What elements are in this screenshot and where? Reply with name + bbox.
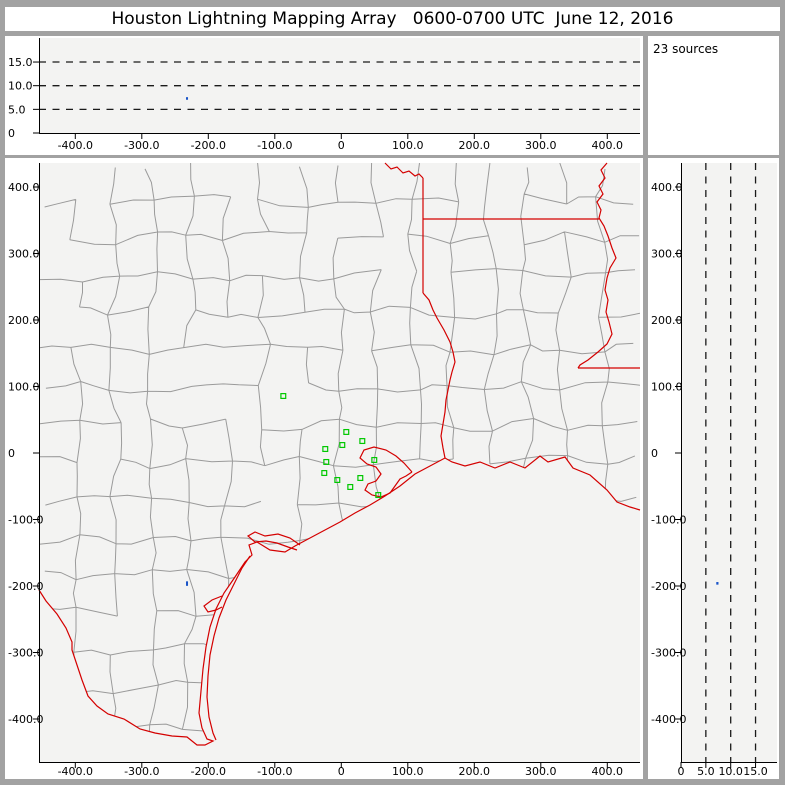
title-bar: Houston Lightning Mapping Array 0600-070… [5,7,780,31]
y-tick-label: 0 [651,447,658,460]
lma-station-marker [371,456,378,463]
y-tick-label: 5.0 [8,103,26,116]
lma-station-marker [321,470,328,477]
y-tick-label: -300.0 [651,647,686,660]
lma-station-marker [343,428,350,435]
y-tick-label: 0 [8,447,15,460]
red-river-border [384,162,424,179]
lma-station-marker [280,393,287,400]
y-tick-label: 10.0 [8,80,33,93]
y-tick-label: 200.0 [651,314,683,327]
x-tick-label: 0 [678,765,685,778]
x-tick-label: -100.0 [257,139,292,152]
lightning-source-marker [716,582,719,585]
x-tick-label: 300.0 [525,139,557,152]
lma-station-marker [339,442,346,449]
y-tick-label: -100.0 [8,514,43,527]
galveston-bay-shore [359,446,413,498]
x-tick-label: 10.0 [718,765,743,778]
y-tick-label: -200.0 [651,580,686,593]
x-tick-label: -200.0 [191,139,226,152]
y-tick-label: 200.0 [8,314,40,327]
x-tick-label: 0 [338,139,345,152]
y-tick-label: 400.0 [651,181,683,194]
lma-station-marker [322,446,329,453]
x-tick-label: -400.0 [58,139,93,152]
y-tick-label: 15.0 [8,56,33,69]
altitude-ns-plot[interactable]: 400.0 300.0 200.0 100.0 0 -100.0 -200.0 -300.0 -… [648,158,779,779]
x-tick-label: -400.0 [58,765,93,778]
y-tick-label: 300.0 [651,248,683,261]
x-tick-label: -300.0 [124,765,159,778]
lma-station-marker [359,438,366,445]
sabine-river-border [422,292,456,459]
gulf-coastline [38,455,641,746]
lma-station-marker [323,458,330,465]
lma-station-marker [357,475,364,482]
x-tick-label: 300.0 [525,765,557,778]
x-tick-label: 100.0 [392,765,424,778]
lma-station-marker [334,476,341,483]
x-tick-label: 5.0 [697,765,715,778]
y-tick-label: 400.0 [8,181,40,194]
altitude-ew-plot[interactable]: 0 5.0 10.0 15.0 -400.0 -300.0 -200.0 -100.0 0 100… [5,36,643,155]
source-count-label: 23 sources [653,42,719,56]
plot-area[interactable] [39,163,640,762]
mississippi-river-border [577,162,617,369]
x-tick-label: -300.0 [124,139,159,152]
plan-view-plot[interactable]: 400.0 300.0 200.0 100.0 0 -100.0 -200.0 -300.0 -… [5,158,643,779]
x-tick-label: -200.0 [191,765,226,778]
y-tick-label: 0 [8,127,15,140]
plot-area[interactable] [681,163,777,762]
y-tick-label: 300.0 [8,248,40,261]
x-tick-label: 200.0 [459,765,491,778]
x-tick-label: 0 [338,765,345,778]
y-tick-label: -200.0 [8,580,43,593]
panel-plan-view-map[interactable]: 400.0 300.0 200.0 100.0 0 -100.0 -200.0 -300.0 -… [5,158,643,779]
y-tick-label: 100.0 [8,381,40,394]
x-tick-label: 100.0 [392,139,424,152]
y-tick-label: 100.0 [651,381,683,394]
panel-altitude-vs-eastwest[interactable]: 0 5.0 10.0 15.0 -400.0 -300.0 -200.0 -100.0 0 100… [5,36,643,155]
matagorda-bay-shore [246,531,301,551]
lightning-source-marker [186,97,189,100]
x-tick-label: 15.0 [743,765,768,778]
y-tick-label: -400.0 [651,713,686,726]
x-tick-label: 200.0 [459,139,491,152]
panel-altitude-vs-northsouth[interactable]: 400.0 300.0 200.0 100.0 0 -100.0 -200.0 -300.0 -… [648,158,779,779]
x-tick-label: 400.0 [592,139,624,152]
y-tick-label: -400.0 [8,713,43,726]
panel-source-count: 23 sources [648,36,779,155]
lma-station-marker [347,483,354,490]
y-tick-label: -300.0 [8,647,43,660]
x-tick-label: -100.0 [257,765,292,778]
corpus-christi-bay-shore [203,595,223,613]
lightning-source-marker [186,581,189,586]
state-borders [38,162,641,746]
padre-island-shore [206,555,251,741]
lma-station-marker [375,492,382,499]
window-title: Houston Lightning Mapping Array 0600-070… [111,9,674,29]
y-tick-label: -100.0 [651,514,686,527]
x-tick-label: 400.0 [592,765,624,778]
